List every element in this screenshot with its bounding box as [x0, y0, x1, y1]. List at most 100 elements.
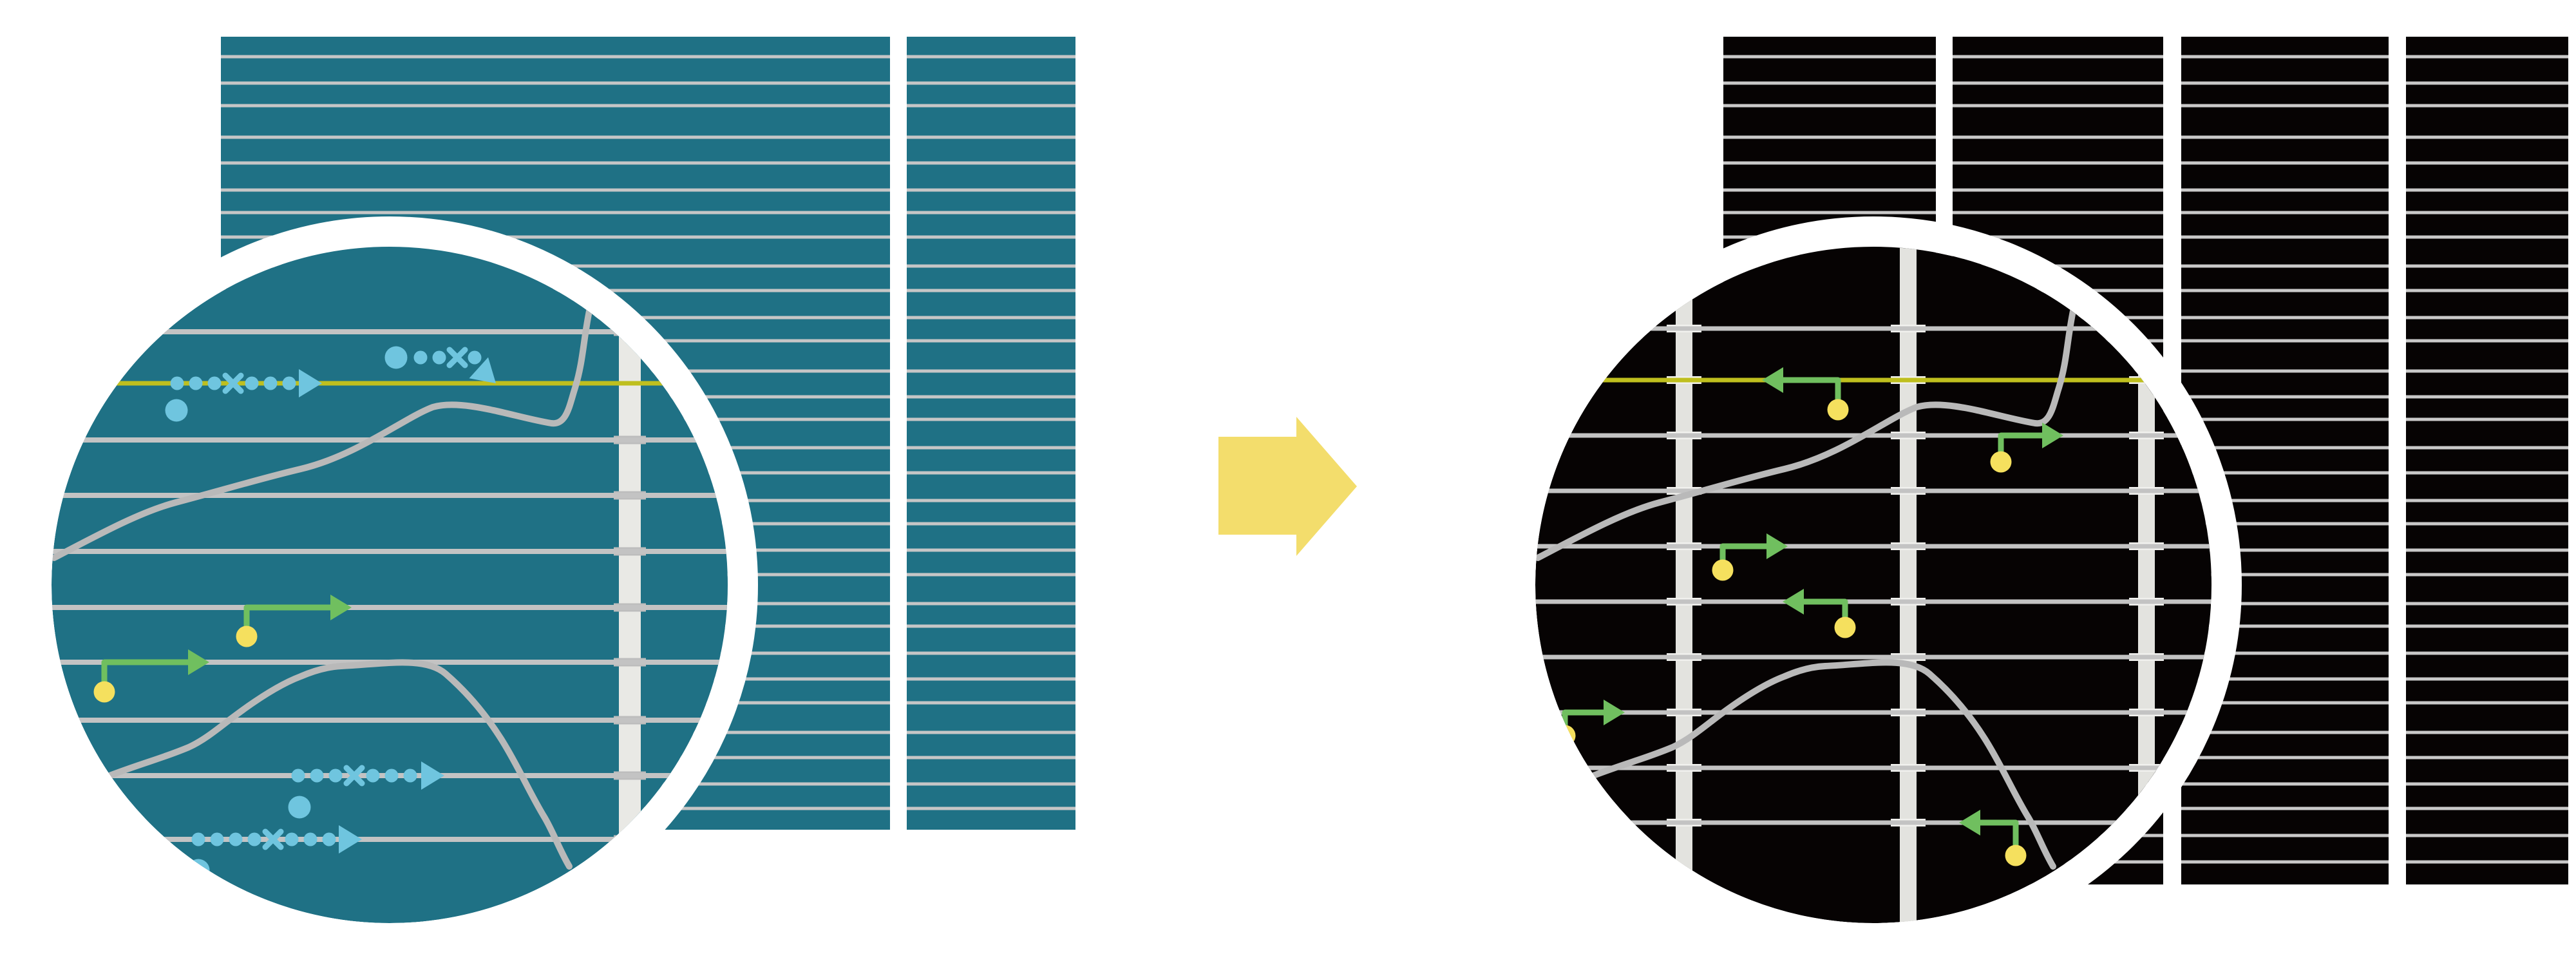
finger-line-magnified	[1535, 326, 2211, 331]
finger-line	[907, 161, 1075, 165]
finger-line	[2406, 135, 2568, 139]
electron-loss-trail	[384, 346, 496, 383]
finger-line	[2406, 369, 2568, 373]
trail-dot	[191, 832, 205, 846]
collection-arrowhead	[1604, 700, 1625, 725]
finger-line	[2406, 782, 2568, 786]
finger-line-magnified	[1535, 654, 2211, 660]
trail-dot	[328, 769, 343, 783]
electron-dot	[165, 399, 188, 422]
finger-line	[1953, 211, 2163, 215]
finger-line	[907, 264, 1075, 268]
finger-line	[2181, 188, 2389, 192]
finger-line	[907, 446, 1075, 450]
electron-dot	[384, 346, 408, 369]
finger-line	[2406, 834, 2568, 837]
finger-line	[2406, 756, 2568, 759]
finger-line	[2406, 651, 2568, 655]
grain-boundary	[1535, 305, 2077, 561]
finger-line	[1723, 161, 1936, 165]
trail-dot	[322, 832, 336, 846]
collection-arrowhead	[1766, 533, 1788, 559]
trail-dot	[291, 769, 305, 783]
collection-arrowhead	[1762, 367, 1783, 393]
finger-line	[2406, 188, 2568, 192]
finger-line	[1723, 188, 1936, 192]
finger-line	[907, 756, 1075, 759]
finger-line	[2406, 235, 2568, 239]
finger-line	[2181, 211, 2389, 215]
trail-dot	[263, 376, 278, 390]
finger-line-magnified	[1535, 544, 2211, 549]
finger-line	[907, 624, 1075, 628]
magnifier-right-content	[1535, 247, 2211, 923]
highlighted-finger	[1535, 377, 2211, 383]
finger-line	[2406, 522, 2568, 526]
busbar	[1676, 247, 1692, 923]
finger-line	[907, 782, 1075, 786]
finger-line	[221, 235, 890, 239]
electron-dot	[288, 796, 311, 819]
finger-line	[907, 730, 1075, 734]
carrier-collection-arrow	[1990, 423, 2063, 473]
finger-line	[907, 395, 1075, 399]
finger-line	[1953, 55, 2163, 59]
trail-dot	[282, 376, 296, 390]
carrier-dot	[1712, 559, 1734, 581]
carrier-collection-arrow	[93, 649, 209, 703]
grain-boundary	[103, 659, 573, 870]
finger-line	[907, 548, 1075, 552]
finger-line	[2181, 161, 2389, 165]
finger-line	[221, 211, 890, 215]
finger-line	[2181, 81, 2389, 85]
finger-line	[1953, 188, 2163, 192]
finger-line	[2181, 651, 2389, 655]
finger-line-magnified	[1535, 710, 2211, 715]
busbar	[1900, 247, 1917, 923]
trail-dot	[247, 832, 261, 846]
finger-line	[2181, 730, 2389, 734]
trail-arrowhead	[299, 369, 322, 397]
finger-line	[2181, 548, 2389, 552]
finger-line	[907, 81, 1075, 85]
carrier-dot	[236, 625, 258, 647]
finger-line-magnified	[52, 718, 728, 723]
finger-line	[1723, 104, 1936, 108]
collection-arrowhead	[1783, 589, 1804, 615]
finger-line	[2181, 369, 2389, 373]
recombination-x-marker	[343, 765, 365, 787]
finger-line	[2406, 81, 2568, 85]
trail-arrowhead	[339, 825, 362, 854]
trail-dot	[210, 832, 224, 846]
finger-line	[2181, 602, 2389, 606]
finger-line	[221, 161, 890, 165]
finger-line	[2181, 104, 2389, 108]
trail-dot	[384, 769, 399, 783]
finger-line-magnified	[1535, 433, 2211, 438]
trail-dot	[285, 832, 299, 846]
finger-line	[2406, 446, 2568, 450]
finger-line	[1953, 135, 2163, 139]
finger-line	[221, 55, 890, 59]
finger-line	[2406, 573, 2568, 577]
finger-line	[907, 316, 1075, 320]
finger-line	[907, 573, 1075, 577]
trail-dot	[303, 832, 317, 846]
finger-line	[907, 701, 1075, 705]
finger-line	[2181, 782, 2389, 786]
finger-line	[221, 188, 890, 192]
finger-line	[1723, 211, 1936, 215]
finger-line	[2406, 602, 2568, 606]
finger-line	[2181, 573, 2389, 577]
trail-dot	[245, 376, 259, 390]
finger-line	[907, 135, 1075, 139]
finger-line	[907, 417, 1075, 421]
finger-line	[2181, 471, 2389, 475]
finger-line	[2181, 55, 2389, 59]
finger-line-magnified	[1535, 820, 2211, 825]
finger-line	[907, 339, 1075, 343]
finger-line	[1723, 81, 1936, 85]
finger-line	[221, 104, 890, 108]
finger-line	[2181, 264, 2389, 268]
